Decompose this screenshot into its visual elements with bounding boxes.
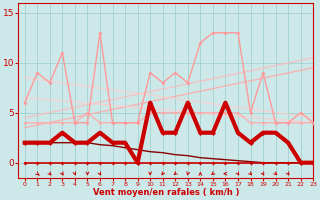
X-axis label: Vent moyen/en rafales ( km/h ): Vent moyen/en rafales ( km/h ) [92, 188, 239, 197]
